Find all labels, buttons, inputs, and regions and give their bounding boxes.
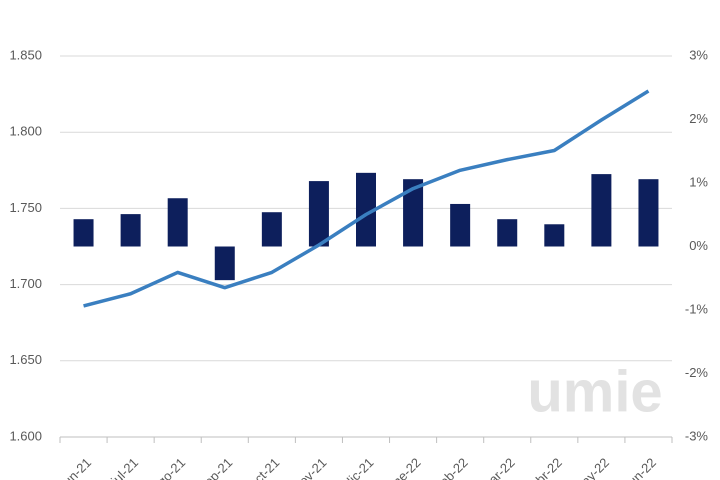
bar [356, 172, 376, 247]
x-tick-label: ene-22 [384, 455, 423, 480]
bar [497, 219, 518, 247]
x-tick-label: nov-21 [291, 455, 330, 480]
x-tick-label: oct-21 [246, 455, 282, 480]
x-tick-label: feb-22 [434, 455, 471, 480]
bar [450, 203, 471, 247]
bar [73, 219, 94, 247]
watermark: umie [527, 359, 662, 424]
bar [214, 246, 235, 281]
y2-tick-label: 0% [689, 238, 708, 253]
y-tick-label: 1.850 [9, 47, 42, 62]
x-tick-label: dic-21 [341, 455, 377, 480]
y2-tick-label: -3% [685, 428, 709, 443]
bar [591, 174, 612, 247]
x-tick-label: jun-22 [622, 455, 659, 480]
y-tick-label: 1.750 [9, 200, 42, 215]
x-tick-label: ago-21 [149, 455, 188, 480]
y2-tick-label: -2% [685, 365, 709, 380]
bar [544, 224, 565, 247]
y-tick-label: 1.700 [9, 276, 42, 291]
y-tick-label: 1.600 [9, 428, 42, 443]
bar [403, 179, 424, 247]
line [83, 89, 650, 308]
x-tick-label: sep-21 [197, 455, 236, 480]
y2-tick-label: 1% [689, 174, 708, 189]
bar [261, 212, 282, 247]
y2-tick-label: 3% [689, 47, 708, 62]
bar [167, 198, 188, 247]
y2-tick-label: -1% [685, 301, 709, 316]
x-tick-label: may-22 [571, 455, 612, 480]
bar [638, 179, 659, 247]
y-tick-label: 1.800 [9, 124, 42, 139]
x-tick-label: jul-21 [107, 455, 141, 480]
x-tick-label: abr-22 [528, 455, 565, 480]
bar [308, 181, 329, 247]
y-tick-label: 1.650 [9, 352, 42, 367]
x-tick-label: mar-22 [478, 455, 518, 480]
y2-tick-label: 2% [689, 111, 708, 126]
bar [120, 214, 141, 247]
x-tick-label: jun-21 [57, 455, 94, 480]
